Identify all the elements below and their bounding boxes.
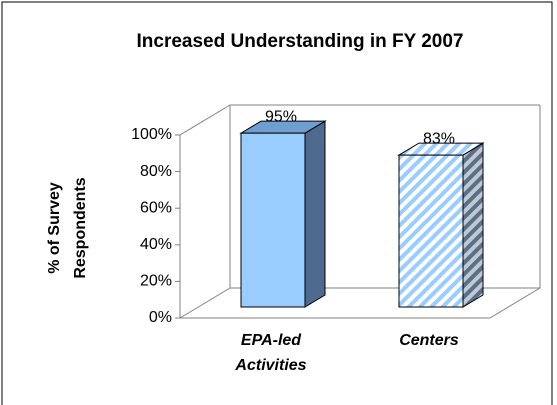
x-tick-label: EPA-led Activities [234, 332, 306, 374]
y-axis-title: % of Survey Respondents [46, 177, 89, 278]
y-tick-label: 0% [149, 309, 172, 326]
bar [398, 154, 464, 308]
y-tick-label: 60% [140, 199, 172, 216]
y-tick-label: 80% [140, 163, 172, 180]
value-label: 95% [265, 108, 297, 125]
bar [240, 132, 306, 308]
y-tick-label: 100% [131, 126, 172, 143]
chart-title: Increased Understanding in FY 2007 [137, 31, 464, 52]
bar-side [304, 120, 326, 308]
bar-side [462, 142, 484, 308]
x-tick-label: Centers [399, 332, 459, 349]
walls [179, 104, 541, 319]
y-tick-label: 20% [140, 273, 172, 290]
value-label: 83% [423, 130, 455, 147]
y-tick-label: 40% [140, 236, 172, 253]
